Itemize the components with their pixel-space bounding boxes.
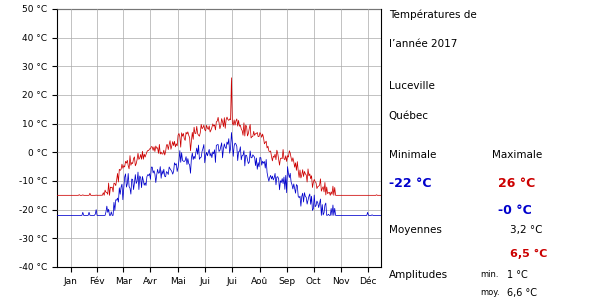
Text: min.: min.	[480, 270, 499, 279]
Text: moy.: moy.	[480, 288, 500, 297]
Text: -0 °C: -0 °C	[498, 204, 532, 217]
Text: Températures de: Températures de	[389, 9, 476, 20]
Text: l’année 2017: l’année 2017	[389, 39, 457, 49]
Text: 6,6 °C: 6,6 °C	[507, 288, 537, 298]
Text: 26 °C: 26 °C	[498, 177, 535, 190]
Text: Luceville: Luceville	[389, 81, 434, 91]
Text: -22 °C: -22 °C	[389, 177, 431, 190]
Text: Minimale: Minimale	[389, 150, 436, 160]
Text: Québec: Québec	[389, 111, 429, 121]
Text: 6,5 °C: 6,5 °C	[510, 249, 547, 259]
Text: 1 °C: 1 °C	[507, 270, 528, 280]
Text: 3,2 °C: 3,2 °C	[510, 225, 542, 235]
Text: Amplitudes: Amplitudes	[389, 270, 448, 280]
Text: Moyennes: Moyennes	[389, 225, 442, 235]
Text: Maximale: Maximale	[492, 150, 542, 160]
